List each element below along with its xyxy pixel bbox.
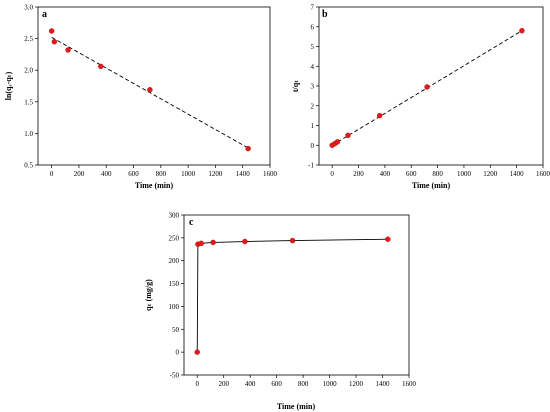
y-tick-label: 3 [311, 83, 315, 91]
panel-label: a [42, 9, 47, 20]
panel-a: a 0 200 400 600 800 1000 1200 1400 1600 0.5 1.0 1.… [4, 4, 278, 191]
y-tick-label: 6 [311, 23, 315, 31]
data-point [334, 139, 341, 145]
x-axis: 0 200 400 600 800 1000 1200 1400 1600 [330, 165, 550, 178]
data-points [48, 28, 251, 152]
data-point [210, 239, 216, 246]
x-tick-label: 0 [50, 170, 54, 178]
x-tick-label: 800 [432, 170, 443, 178]
y-tick-label: 1.0 [24, 130, 33, 138]
y-tick-label: 250 [169, 234, 180, 242]
x-tick-label: 400 [245, 380, 256, 388]
data-point [424, 84, 430, 90]
y-axis-title: ln(qₑ-qₜ) [4, 71, 13, 100]
data-point [345, 132, 351, 139]
x-tick-label: 1200 [208, 170, 223, 178]
y-tick-label: 150 [169, 280, 180, 288]
panel-label: b [322, 9, 328, 20]
x-tick-label: 1600 [402, 380, 417, 388]
x-axis-title: Time (min) [277, 402, 316, 411]
data-point [376, 112, 383, 119]
data-point [147, 87, 153, 93]
x-tick-label: 200 [353, 170, 364, 178]
x-tick-label: 1000 [457, 170, 472, 178]
x-tick-label: 1600 [263, 170, 278, 178]
y-tick-label: 2 [311, 102, 315, 110]
y-axis-title: qₜ (mg/g) [144, 279, 153, 311]
data-points [329, 28, 525, 148]
plot-frame [318, 6, 544, 166]
y-tick-label: 0 [176, 349, 180, 357]
x-tick-label: 0 [330, 170, 334, 178]
y-tick-label: 3.0 [24, 4, 33, 12]
data-points [194, 236, 391, 355]
x-tick-label: 400 [380, 170, 391, 178]
x-axis-title: Time (min) [135, 181, 174, 190]
y-tick-label: 0 [311, 142, 315, 150]
x-tick-label: 400 [101, 170, 112, 178]
x-tick-label: 600 [271, 380, 282, 388]
data-point [194, 349, 200, 355]
x-tick-label: 1400 [376, 380, 391, 388]
y-tick-label: 2.0 [24, 67, 33, 75]
plot-frame [37, 6, 271, 166]
y-tick-label: 50 [172, 326, 180, 334]
x-tick-label: 200 [218, 380, 229, 388]
x-axis: 0 200 400 600 800 1000 1200 1400 1600 [195, 375, 417, 388]
y-axis: -1 0 1 2 3 4 5 6 7 [308, 4, 319, 170]
data-point [65, 47, 71, 53]
data-point [98, 63, 104, 70]
y-tick-label: 4 [311, 63, 315, 71]
series-line [196, 238, 388, 353]
x-tick-label: 1600 [536, 170, 550, 178]
plot-frame [183, 214, 410, 376]
y-tick-label: 5 [311, 43, 315, 51]
data-point [245, 145, 251, 152]
x-tick-label: 1400 [510, 170, 525, 178]
y-tick-label: 100 [169, 303, 180, 311]
data-point [198, 240, 204, 247]
panel-label: c [189, 217, 194, 228]
x-tick-label: 1200 [349, 380, 364, 388]
x-tick-label: 800 [298, 380, 309, 388]
y-tick-label: 300 [169, 212, 180, 220]
panel-c: c 0 200 400 600 800 1000 1200 1400 1600 -50 0 50 10… [144, 212, 417, 412]
y-tick-label: -50 [170, 372, 180, 380]
x-tick-label: 1000 [323, 380, 338, 388]
x-tick-label: 200 [74, 170, 85, 178]
y-tick-label: 200 [169, 257, 180, 265]
connecting-line [196, 238, 388, 353]
data-point [289, 237, 296, 244]
y-tick-label: 1.5 [24, 98, 33, 106]
data-point [519, 28, 525, 34]
y-tick-label: 0.5 [24, 162, 33, 170]
y-tick-label: 7 [311, 4, 315, 12]
x-tick-label: 800 [156, 170, 167, 178]
fit-line-dashed [51, 36, 249, 149]
fit-line [51, 36, 249, 149]
x-tick-label: 1000 [181, 170, 196, 178]
y-axis: -50 0 50 100 150 200 250 300 [169, 212, 184, 380]
data-point [51, 39, 58, 45]
y-tick-label: -1 [308, 162, 314, 170]
panel-b: b 0 200 400 600 800 1000 1200 1400 1600 -1 0 1 2 3 4 5… [291, 4, 550, 191]
x-axis: 0 200 400 600 800 1000 1200 1400 1600 [50, 165, 278, 178]
x-tick-label: 1400 [236, 170, 251, 178]
data-point [242, 238, 248, 245]
x-tick-label: 600 [128, 170, 139, 178]
y-axis: 0.5 1.0 1.5 2.0 2.5 3.0 [24, 4, 38, 170]
x-tick-label: 1200 [483, 170, 498, 178]
data-point [48, 28, 55, 34]
x-tick-label: 600 [406, 170, 417, 178]
x-tick-label: 0 [195, 380, 199, 388]
y-axis-title: t/qₜ [291, 80, 300, 92]
x-axis-title: Time (min) [412, 181, 451, 190]
y-tick-label: 1 [311, 122, 315, 130]
data-point [385, 236, 391, 242]
y-tick-label: 2.5 [24, 35, 33, 43]
